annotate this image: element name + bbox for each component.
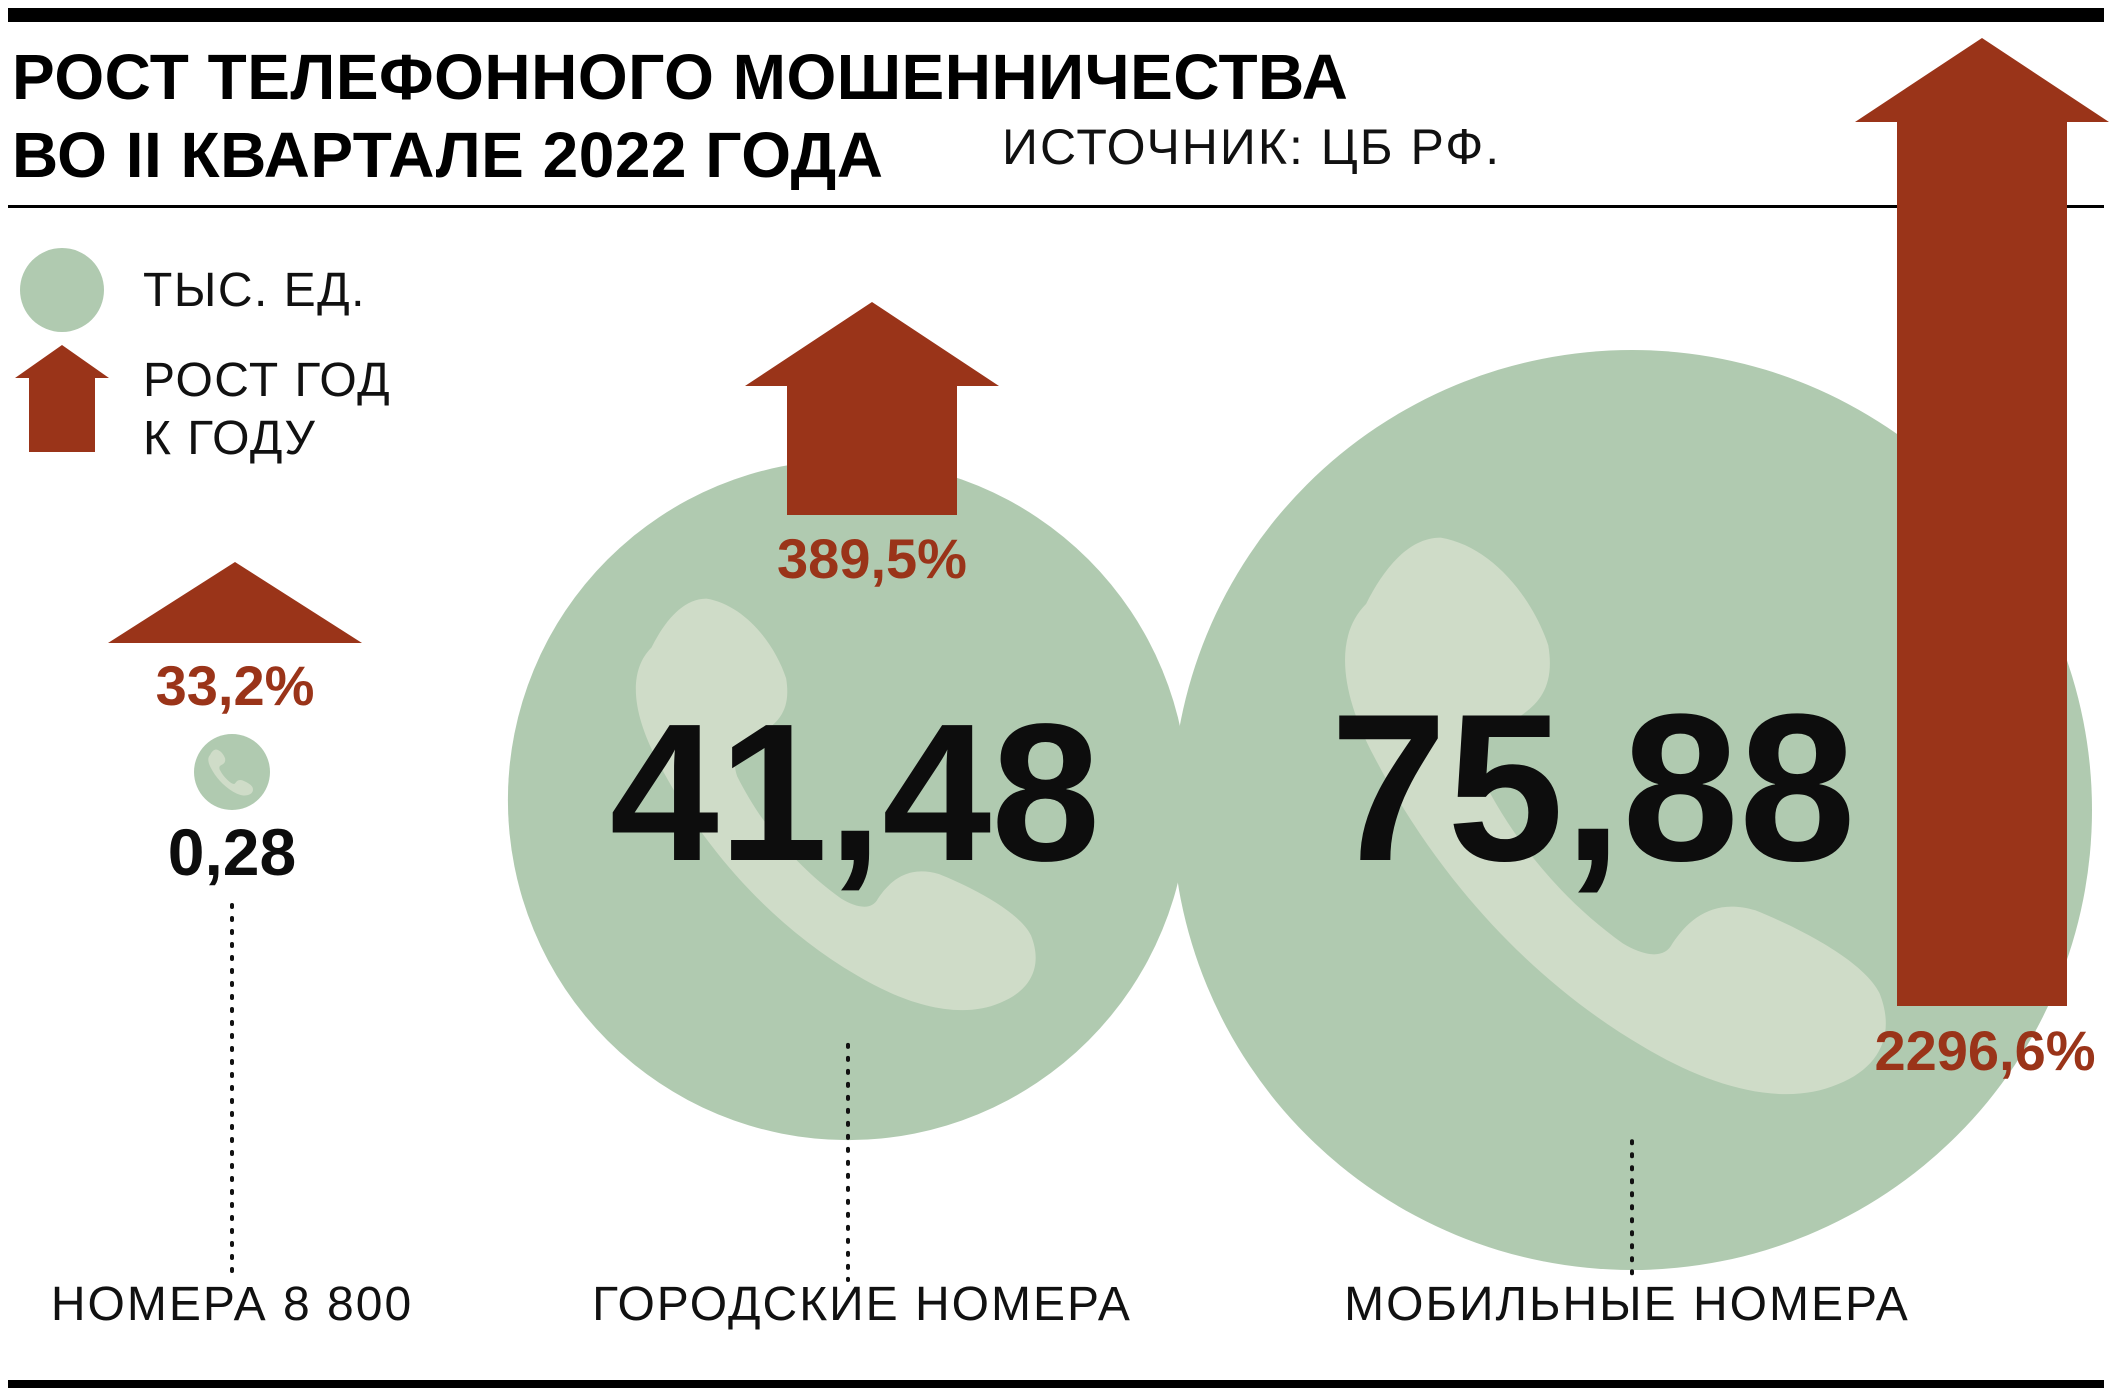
legend-growth-label: РОСТ ГОД К ГОДУ bbox=[143, 352, 391, 468]
value-label-3: 75,88 bbox=[1330, 670, 1856, 905]
source-note: ИСТОЧНИК: ЦБ РФ. bbox=[1002, 119, 1502, 175]
growth-label-2: 389,5% bbox=[777, 527, 967, 590]
legend-growth-label-line-2: К ГОДУ bbox=[143, 412, 317, 465]
value-label-2: 41,48 bbox=[610, 683, 1100, 902]
legend-growth-label-line-1: РОСТ ГОД bbox=[143, 354, 392, 407]
chart-title: РОСТ ТЕЛЕФОННОГО МОШЕННИЧЕСТВА ВО II КВА… bbox=[12, 38, 1348, 194]
growth-arrows-layer bbox=[108, 38, 2109, 1006]
category-label-3: МОБИЛЬНЫЕ НОМЕРА bbox=[1344, 1278, 1910, 1331]
value-label-1: 0,28 bbox=[168, 815, 296, 889]
chart-title-line-2: ВО II КВАРТАЛЕ 2022 ГОДА bbox=[12, 119, 884, 191]
arrow-up-icon bbox=[15, 345, 109, 452]
labels-layer: 33,2% 0,28 НОМЕРА 8 800 389,5% 41,48 ГОРОДСКИ… bbox=[51, 527, 2096, 1331]
legend-circle-swatch bbox=[20, 248, 104, 332]
category-label-1: НОМЕРА 8 800 bbox=[51, 1278, 413, 1331]
bubble-1 bbox=[194, 734, 270, 810]
growth-arrow-1 bbox=[108, 562, 362, 643]
legend-units-label: ТЫС. ЕД. bbox=[143, 264, 367, 317]
bubbles-layer bbox=[194, 350, 2092, 1270]
chart-title-line-1: РОСТ ТЕЛЕФОННОГО МОШЕННИЧЕСТВА bbox=[12, 41, 1349, 113]
growth-label-3: 2296,6% bbox=[1874, 1019, 2095, 1082]
bottom-rule bbox=[8, 1380, 2104, 1388]
header-divider bbox=[8, 205, 2104, 208]
top-rule bbox=[8, 8, 2104, 22]
leader-lines-layer bbox=[230, 903, 1634, 1282]
growth-arrow-2 bbox=[745, 302, 999, 515]
category-label-2: ГОРОДСКИЕ НОМЕРА bbox=[592, 1278, 1132, 1331]
growth-arrow-3 bbox=[1855, 38, 2109, 1006]
growth-label-1: 33,2% bbox=[156, 654, 315, 717]
